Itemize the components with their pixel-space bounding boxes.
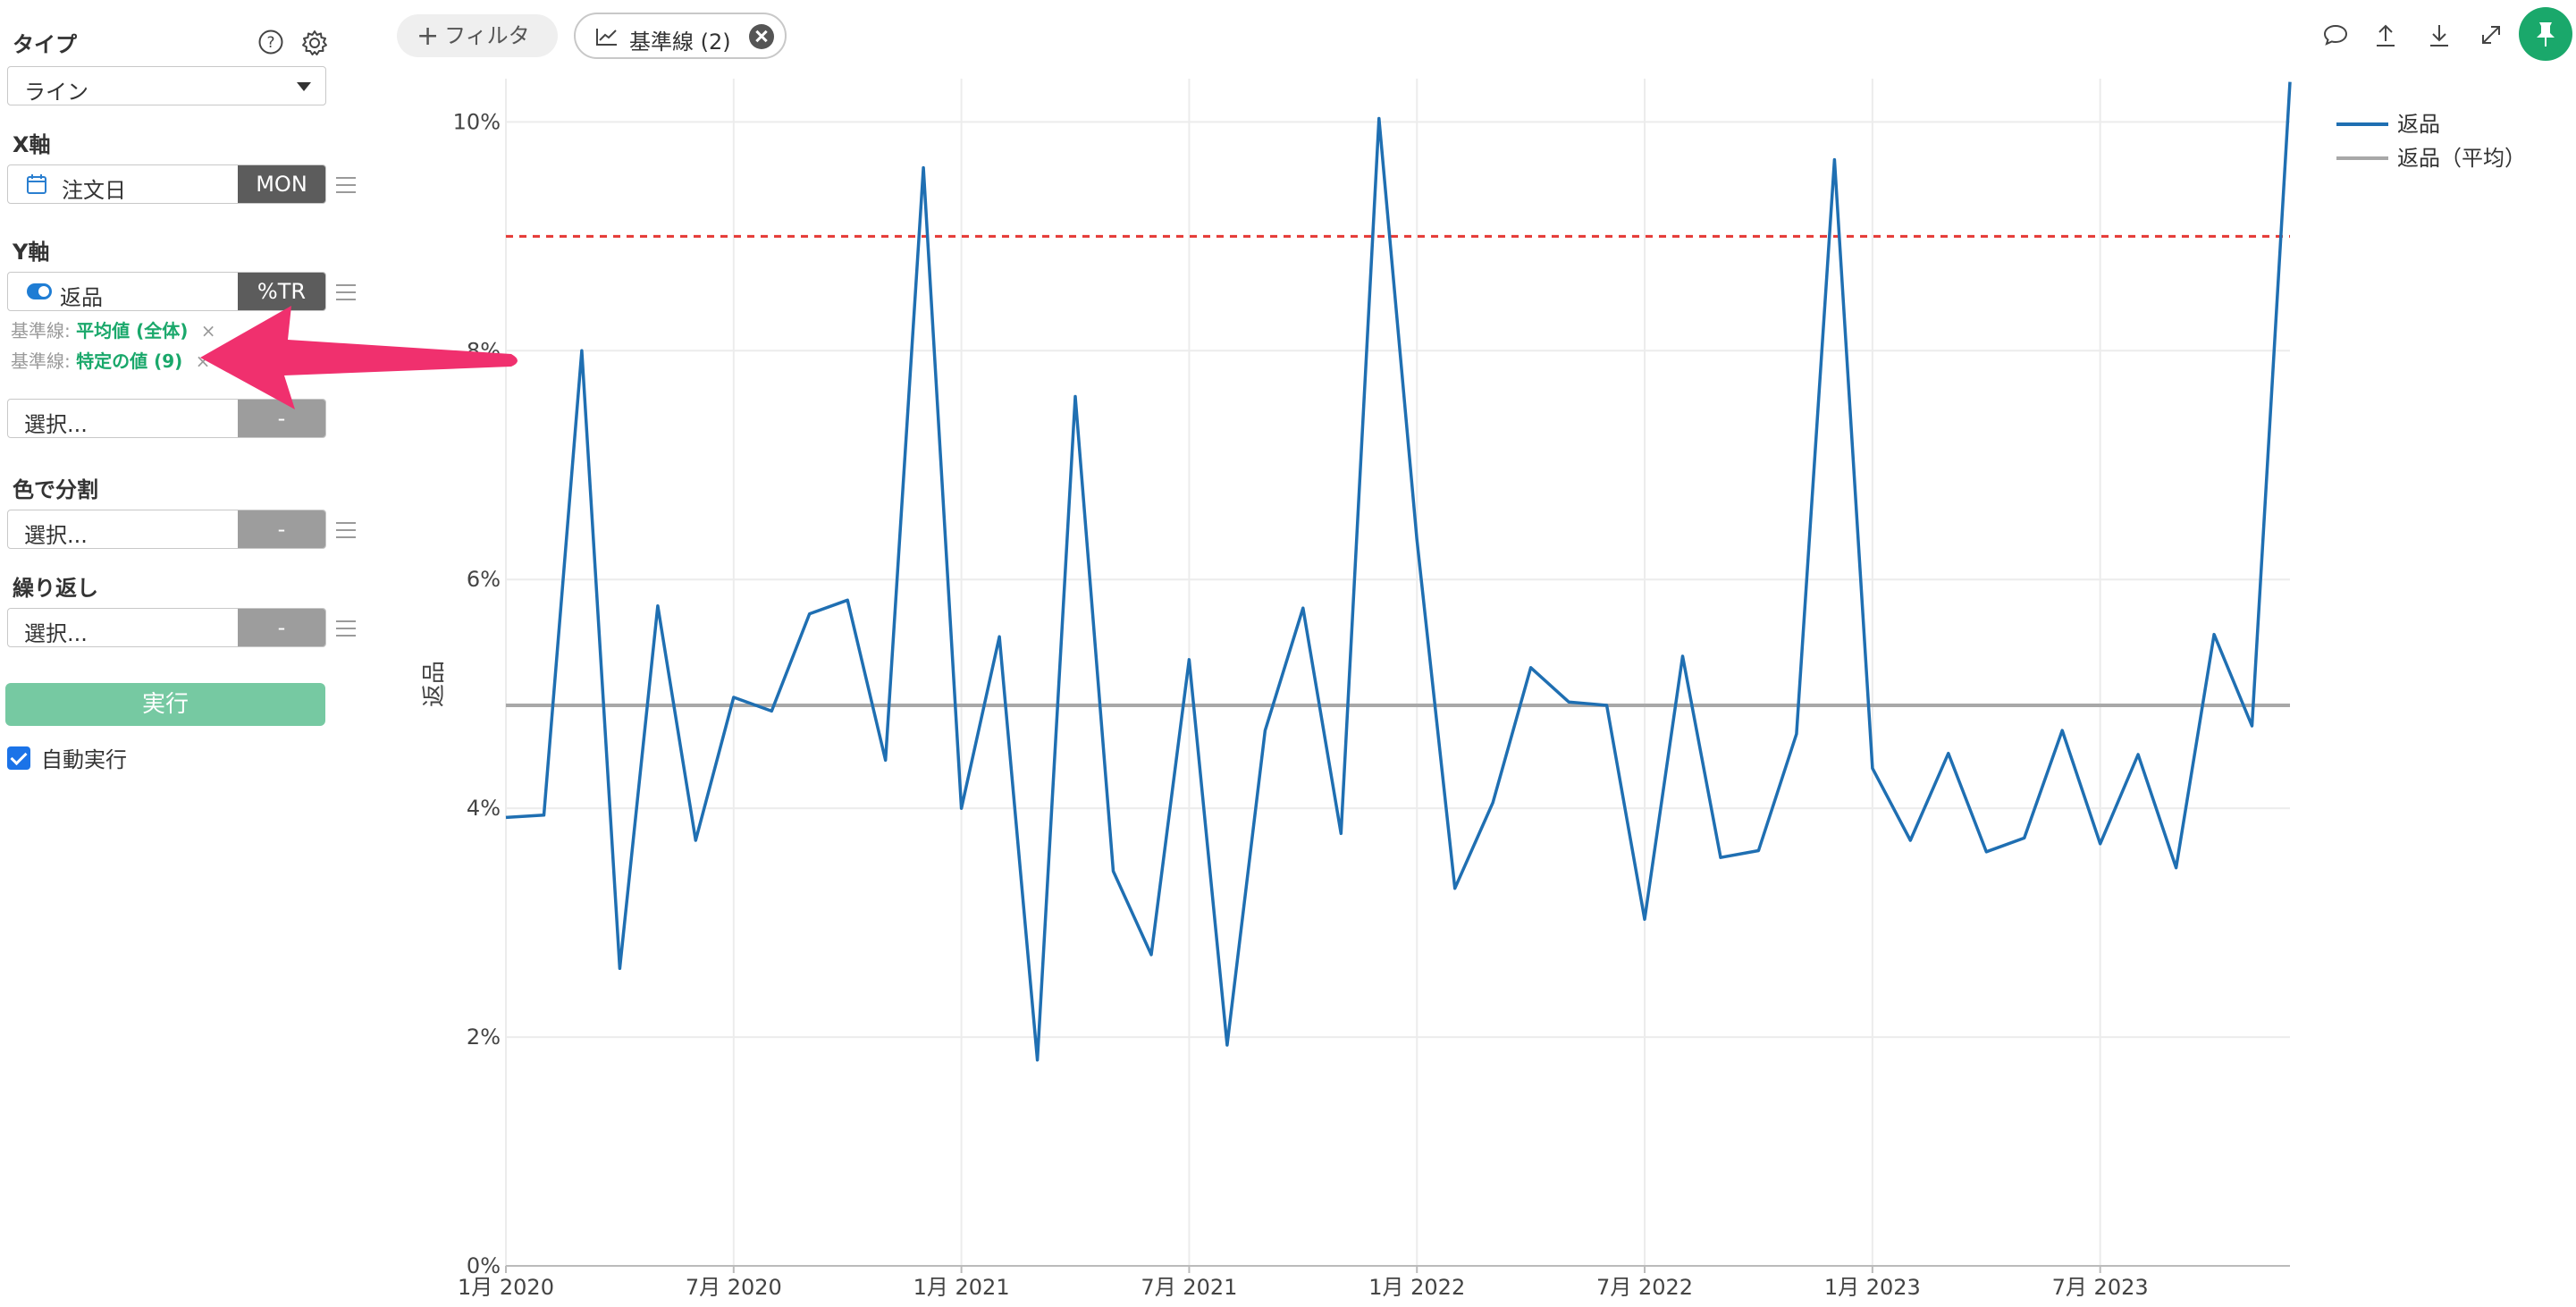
y-tick-label: 2% <box>467 1025 501 1050</box>
legend-label-returns: 返品 <box>2397 112 2440 137</box>
y-tick-label: 6% <box>467 567 501 592</box>
baseline-prefix: 基準線: <box>11 320 71 342</box>
filter-label: フィルタ <box>444 23 530 48</box>
auto-run-option[interactable]: 自動実行 <box>7 742 127 773</box>
svg-text:?: ? <box>266 34 274 52</box>
y-tick-label: 4% <box>467 796 501 821</box>
x-tick-label: 7月 2020 <box>686 1275 782 1300</box>
baseline-row-average: 基準線: 平均値 (全体) × <box>11 316 215 342</box>
help-icon[interactable]: ? <box>257 29 284 55</box>
baseline-prefix: 基準線: <box>11 350 71 372</box>
yaxis-menu-icon[interactable] <box>336 284 356 300</box>
x-tick-label: 1月 2020 <box>458 1275 554 1300</box>
y-tick-label: 8% <box>467 338 501 363</box>
legend-swatch-average <box>2336 156 2388 160</box>
extra-field-select[interactable]: 選択... - <box>7 399 326 438</box>
color-split-select[interactable]: 選択... - <box>7 510 326 549</box>
extra-field-placeholder: 選択... <box>24 412 88 437</box>
auto-run-checkbox[interactable] <box>7 746 30 770</box>
xaxis-label: X軸 <box>13 132 51 157</box>
y-axis-label: 返品 <box>421 661 448 707</box>
remove-baseline-average-icon[interactable]: × <box>200 320 216 342</box>
yaxis-label: Y軸 <box>13 240 50 265</box>
chart-type-select[interactable]: ライン <box>7 66 326 105</box>
line-chart-icon <box>596 29 617 46</box>
xaxis-aggregation-tag[interactable]: MON <box>238 165 325 203</box>
close-icon[interactable] <box>749 24 774 49</box>
download-icon[interactable] <box>2426 21 2453 48</box>
xaxis-field[interactable]: 注文日 MON <box>7 164 326 204</box>
yaxis-field[interactable]: 返品 %TR <box>7 272 326 311</box>
calendar-icon <box>27 174 46 194</box>
upload-icon[interactable] <box>2372 21 2399 48</box>
color-split-placeholder: 選択... <box>24 523 88 548</box>
remove-baseline-specific-icon[interactable]: × <box>195 350 211 372</box>
chart-legend: 返品 返品（平均） <box>2336 107 2526 175</box>
color-split-menu-icon[interactable] <box>336 522 356 538</box>
chart-series <box>505 81 2292 1062</box>
extra-field-tag[interactable]: - <box>238 400 325 437</box>
repeat-label: 繰り返し <box>13 576 98 601</box>
returns-series-line[interactable] <box>505 81 2292 1062</box>
y-tick-label: 10% <box>453 109 501 134</box>
baseline-average-link[interactable]: 平均値 (全体) <box>76 320 189 342</box>
add-filter-button[interactable]: + フィルタ <box>397 14 558 57</box>
gear-icon[interactable] <box>300 29 329 57</box>
yaxis-field-name: 返品 <box>60 285 103 310</box>
x-tick-label: 1月 2022 <box>1368 1275 1465 1300</box>
plus-icon: + <box>417 21 440 52</box>
legend-item-average[interactable]: 返品（平均） <box>2336 141 2526 175</box>
chart-grid <box>505 79 2290 1267</box>
legend-item-returns[interactable]: 返品 <box>2336 107 2526 141</box>
repeat-menu-icon[interactable] <box>336 620 356 637</box>
repeat-tag[interactable]: - <box>238 609 325 646</box>
chart-axes: 0% 2% 4% 6% 8% 10% 1月 2020 7月 2020 1月 2021 7月 202… <box>453 109 2290 1300</box>
pin-button[interactable] <box>2519 7 2572 61</box>
chart-type-value: ライン <box>24 80 88 105</box>
color-split-label: 色で分割 <box>13 477 98 502</box>
x-tick-label: 7月 2022 <box>1596 1275 1693 1300</box>
color-split-tag[interactable]: - <box>238 510 325 548</box>
legend-swatch-returns <box>2336 122 2388 126</box>
pin-icon <box>2537 22 2555 46</box>
sidebar: タイプ ? ライン X軸 注文日 MON Y軸 返品 %TR 基準線: 平均値 <box>0 0 356 1307</box>
xaxis-field-name: 注文日 <box>62 178 126 203</box>
y-tick-label: 0% <box>467 1253 501 1278</box>
auto-run-label: 自動実行 <box>41 747 127 772</box>
type-label: タイプ <box>13 32 77 57</box>
baseline-specific-link[interactable]: 特定の値 (9) <box>76 350 183 372</box>
baseline-row-specific: 基準線: 特定の値 (9) × <box>11 347 210 373</box>
x-tick-label: 7月 2023 <box>2052 1275 2149 1300</box>
yaxis-aggregation-tag[interactable]: %TR <box>238 273 325 310</box>
repeat-select[interactable]: 選択... - <box>7 608 326 647</box>
legend-label-average: 返品（平均） <box>2397 146 2526 171</box>
xaxis-menu-icon[interactable] <box>336 177 356 193</box>
expand-icon[interactable] <box>2478 21 2504 48</box>
baseline-chip-label: 基準線 (2) <box>629 30 731 55</box>
chevron-down-icon <box>297 82 311 91</box>
run-button[interactable]: 実行 <box>5 683 325 726</box>
repeat-placeholder: 選択... <box>24 621 88 646</box>
toggle-icon <box>27 283 52 299</box>
comment-icon[interactable] <box>2322 21 2349 48</box>
x-tick-label: 7月 2021 <box>1141 1275 1237 1300</box>
x-tick-label: 1月 2023 <box>1824 1275 1921 1300</box>
x-tick-label: 1月 2021 <box>913 1275 1010 1300</box>
baseline-chip[interactable]: 基準線 (2) <box>574 13 787 59</box>
